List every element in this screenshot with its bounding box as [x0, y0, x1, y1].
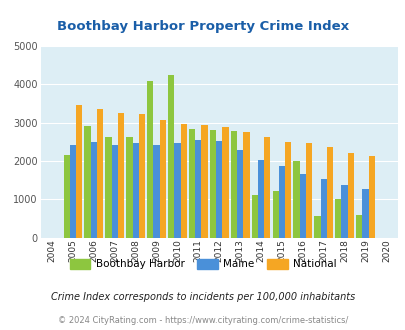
Bar [153, 145, 159, 238]
Bar [159, 120, 166, 238]
Bar [341, 185, 347, 238]
Bar [111, 145, 117, 238]
Bar [335, 199, 341, 238]
Bar [97, 109, 103, 238]
Bar [299, 175, 305, 238]
Bar [278, 166, 284, 238]
Bar [305, 144, 311, 238]
Bar [174, 143, 180, 238]
Bar [347, 153, 353, 238]
Bar [362, 189, 368, 238]
Bar [168, 75, 174, 238]
Text: Crime Index corresponds to incidents per 100,000 inhabitants: Crime Index corresponds to incidents per… [51, 292, 354, 302]
Bar [272, 190, 278, 238]
Bar [76, 105, 82, 238]
Bar [105, 137, 111, 238]
Bar [230, 131, 237, 238]
Legend: Boothbay Harbor, Maine, National: Boothbay Harbor, Maine, National [65, 255, 340, 274]
Bar [257, 160, 264, 238]
Bar [355, 215, 362, 238]
Bar [237, 150, 243, 238]
Bar [84, 126, 91, 238]
Bar [64, 155, 70, 238]
Bar [132, 144, 139, 238]
Bar [188, 128, 195, 238]
Bar [243, 132, 249, 238]
Bar [215, 141, 222, 238]
Bar [326, 147, 332, 238]
Bar [147, 81, 153, 238]
Bar [264, 137, 270, 238]
Bar [70, 145, 76, 238]
Bar [320, 179, 326, 238]
Bar [139, 114, 145, 238]
Bar [209, 130, 215, 238]
Bar [222, 127, 228, 238]
Bar [195, 140, 201, 238]
Bar [126, 137, 132, 238]
Bar [251, 195, 257, 238]
Bar [180, 124, 186, 238]
Bar [91, 142, 97, 238]
Bar [117, 113, 124, 238]
Bar [313, 216, 320, 238]
Text: Boothbay Harbor Property Crime Index: Boothbay Harbor Property Crime Index [57, 20, 348, 33]
Bar [368, 156, 374, 238]
Bar [284, 142, 291, 238]
Text: © 2024 CityRating.com - https://www.cityrating.com/crime-statistics/: © 2024 CityRating.com - https://www.city… [58, 316, 347, 325]
Bar [293, 161, 299, 238]
Bar [201, 125, 207, 238]
